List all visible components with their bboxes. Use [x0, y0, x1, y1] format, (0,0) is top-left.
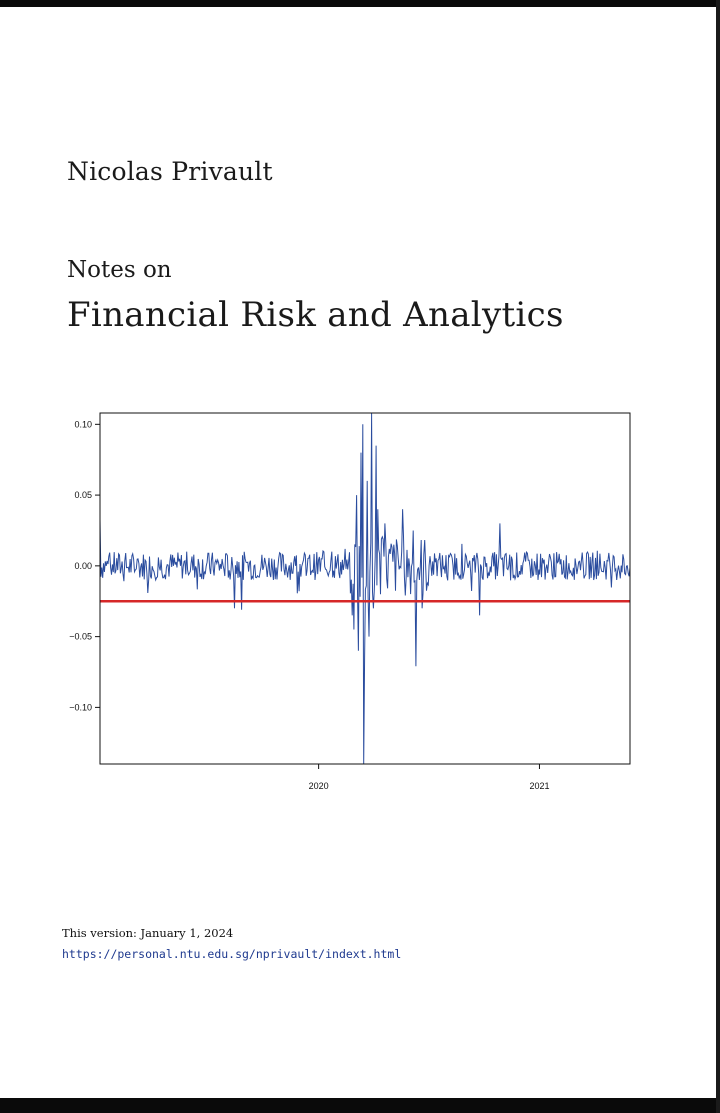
x-tick-label: 2020	[309, 781, 329, 791]
y-tick-label: −0.05	[69, 632, 92, 642]
plot-frame	[100, 413, 630, 764]
version-line: This version: January 1, 2024	[62, 926, 233, 940]
author-homepage-link[interactable]: https://personal.ntu.edu.sg/nprivault/in…	[62, 947, 401, 961]
returns-chart: 0.10 0.05 0.00 −0.05 −0.10 2020 2021	[60, 402, 645, 802]
y-tick-label: 0.10	[74, 419, 92, 429]
y-tick-label: 0.05	[74, 490, 92, 500]
title-prefix: Notes on	[67, 257, 172, 283]
document-title: Financial Risk and Analytics	[67, 295, 564, 335]
x-tick-label: 2021	[529, 781, 549, 791]
returns-line	[100, 413, 630, 764]
axis-ticks: 0.10 0.05 0.00 −0.05 −0.10 2020 2021	[69, 419, 549, 791]
returns-series	[100, 413, 630, 764]
screen-edge	[716, 0, 720, 1113]
document-page: Nicolas Privault Notes on Financial Risk…	[0, 7, 716, 1098]
y-tick-label: −0.10	[69, 702, 92, 712]
y-tick-label: 0.00	[74, 561, 92, 571]
author-name: Nicolas Privault	[67, 157, 273, 186]
